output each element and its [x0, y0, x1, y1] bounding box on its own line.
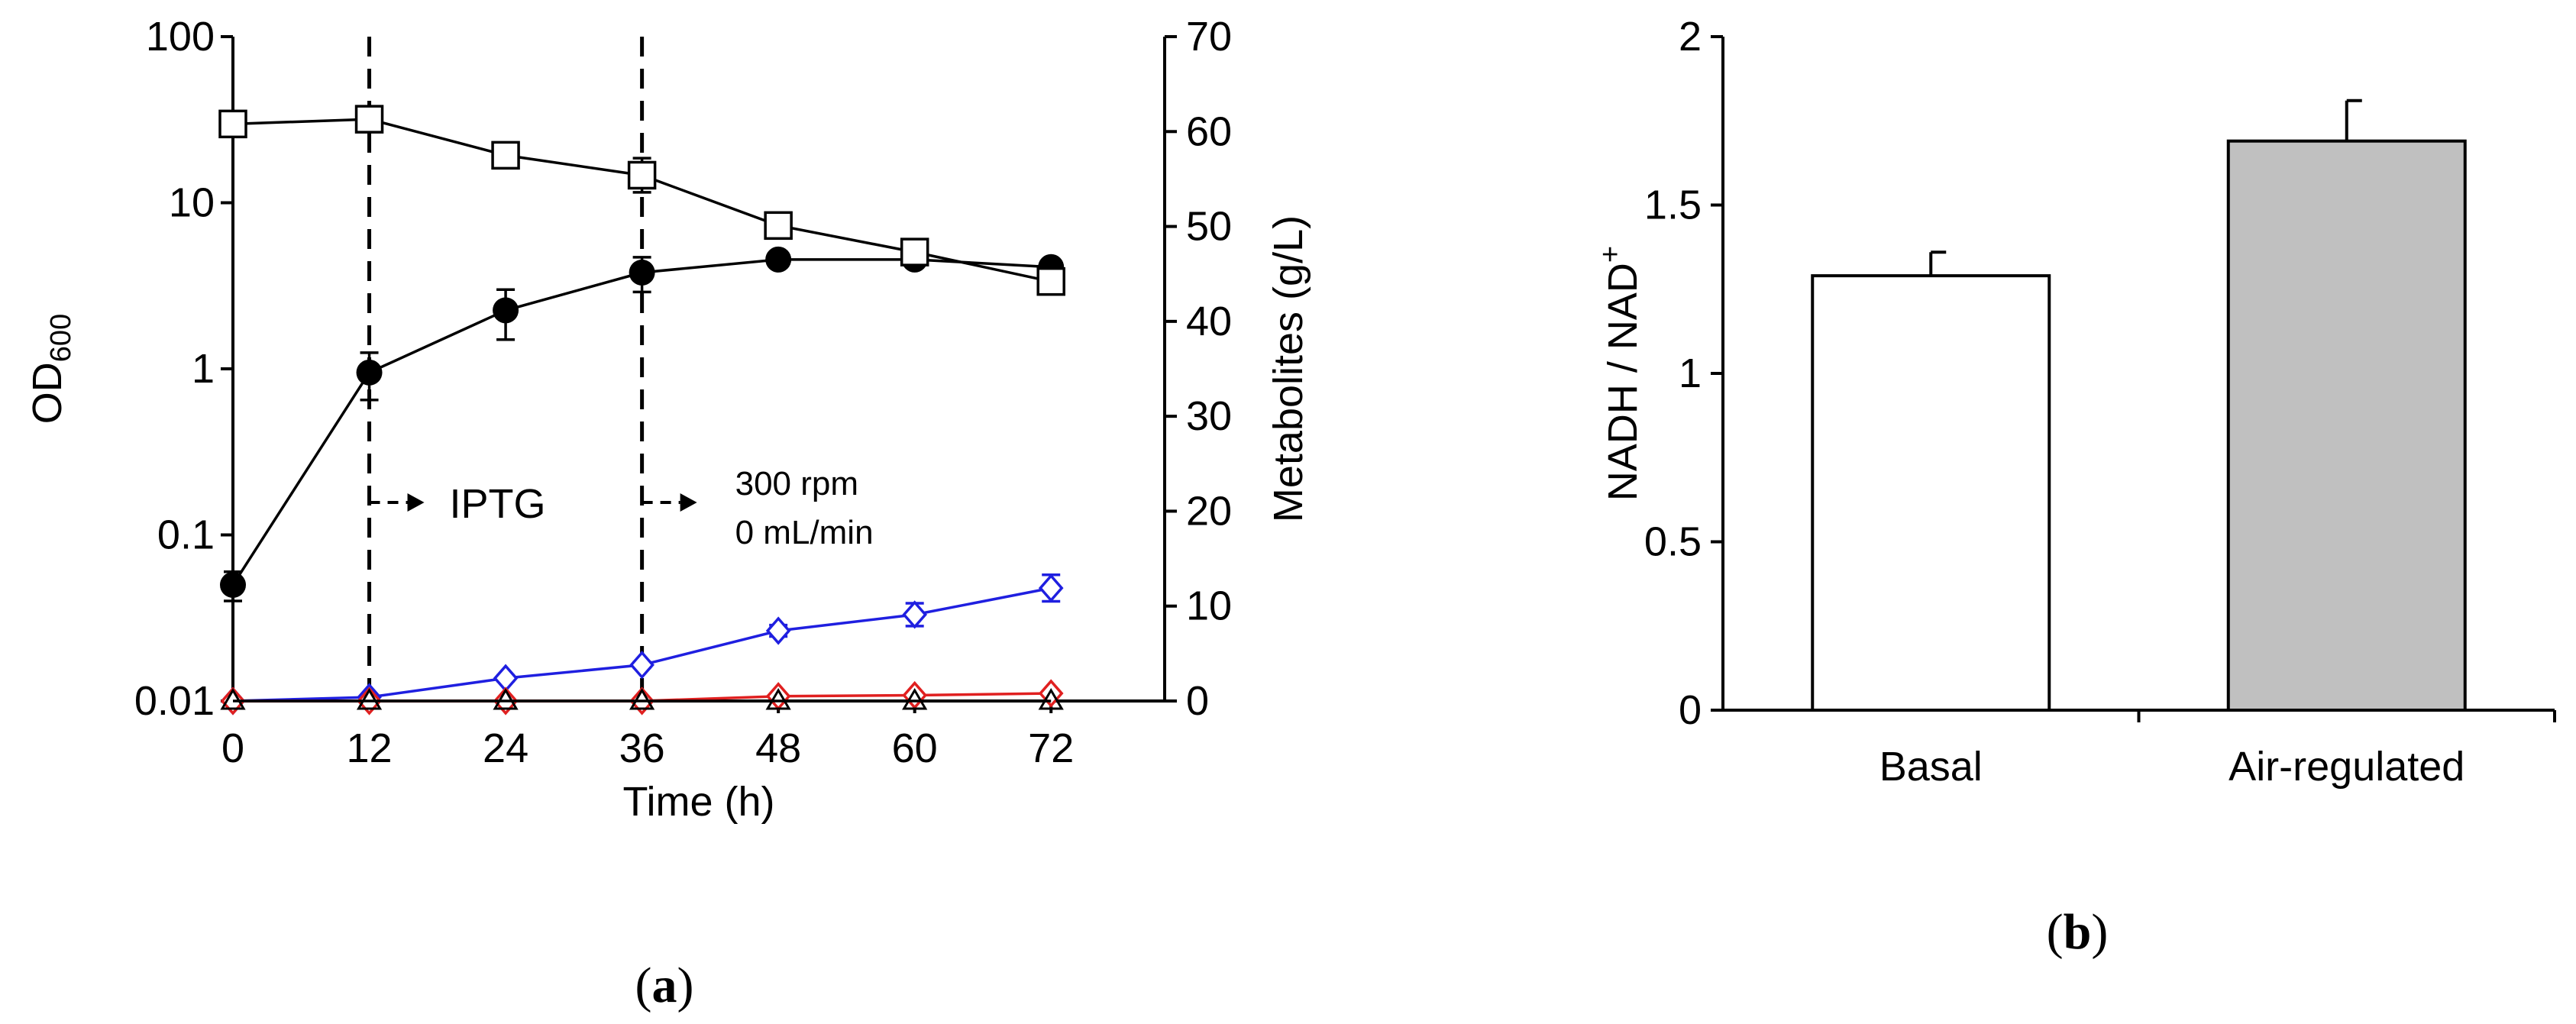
- data-point: [764, 211, 793, 241]
- right-axis-title: Metabolites (g/L): [1265, 215, 1311, 522]
- left-tick-label: 0.01: [134, 678, 215, 724]
- y-axis-title-superscript: +: [1595, 246, 1627, 263]
- y-tick-label: 1: [1679, 350, 1702, 396]
- data-point: [356, 359, 383, 386]
- bar: [1811, 274, 2051, 712]
- data-point: [765, 616, 791, 645]
- category-label: Basal: [1879, 744, 1983, 790]
- data-point: [1036, 266, 1065, 296]
- panel-b-chart: 0 0.5 1 1.5 2 NADH / NAD+ Basal Air-regulated: [1595, 14, 2556, 790]
- data-point: [627, 160, 657, 190]
- event-arrow-head: [680, 493, 697, 512]
- data-point: [218, 109, 247, 139]
- left-axis-title-subscript: 600: [45, 314, 77, 362]
- x-tick-label: 72: [1028, 725, 1074, 771]
- data-point: [765, 246, 792, 273]
- right-tick-label: 60: [1186, 108, 1232, 154]
- x-tick-label: 60: [892, 725, 938, 771]
- left-tick-label: 100: [146, 14, 215, 60]
- event-label-line2: 0 mL/min: [735, 514, 874, 551]
- event-label-line1: 300 rpm: [735, 465, 858, 502]
- event-arrow-head: [407, 493, 425, 512]
- x-tick-label: 36: [619, 725, 665, 771]
- x-tick-label: 48: [755, 725, 801, 771]
- data-point: [1038, 573, 1064, 602]
- data-point: [220, 688, 246, 710]
- right-tick-label: 0: [1186, 678, 1209, 724]
- data-point: [765, 688, 791, 710]
- y-tick-label: 0: [1679, 687, 1702, 733]
- data-point: [493, 297, 519, 324]
- data-point: [902, 688, 928, 710]
- data-point: [902, 600, 928, 629]
- y-axis-title: NADH / NAD+: [1595, 246, 1646, 501]
- data-point: [629, 651, 655, 680]
- data-point: [356, 688, 383, 710]
- right-tick-label: 10: [1186, 583, 1232, 629]
- category-label: Air-regulated: [2229, 744, 2464, 790]
- left-tick-label: 10: [169, 180, 215, 226]
- right-tick-label: 70: [1186, 14, 1232, 60]
- data-point: [220, 571, 246, 598]
- y-tick-label: 2: [1679, 14, 1702, 60]
- data-point: [900, 237, 929, 266]
- right-tick-label: 40: [1186, 299, 1232, 344]
- data-point: [629, 688, 655, 710]
- left-tick-label: 1: [192, 346, 215, 392]
- right-tick-label: 50: [1186, 204, 1232, 250]
- x-axis-title: Time (h): [623, 779, 775, 825]
- bar: [2226, 139, 2467, 712]
- y-tick-label: 1.5: [1644, 183, 1702, 228]
- left-tick-label: 0.1: [157, 512, 215, 558]
- panel-b-caption: (b): [2047, 904, 2109, 960]
- y-tick-label: 0.5: [1644, 519, 1702, 565]
- event-label: IPTG: [450, 481, 546, 527]
- x-tick-label: 0: [221, 725, 244, 771]
- left-axis-title: OD600: [24, 314, 77, 424]
- data-point: [493, 688, 519, 710]
- x-tick-label: 24: [483, 725, 528, 771]
- right-tick-label: 30: [1186, 393, 1232, 439]
- data-point: [629, 259, 655, 286]
- data-point: [491, 141, 520, 170]
- right-tick-label: 20: [1186, 488, 1232, 534]
- panel-a-caption: (a): [635, 958, 694, 1013]
- data-point: [1038, 688, 1064, 710]
- x-tick-label: 12: [346, 725, 392, 771]
- data-point: [354, 105, 384, 134]
